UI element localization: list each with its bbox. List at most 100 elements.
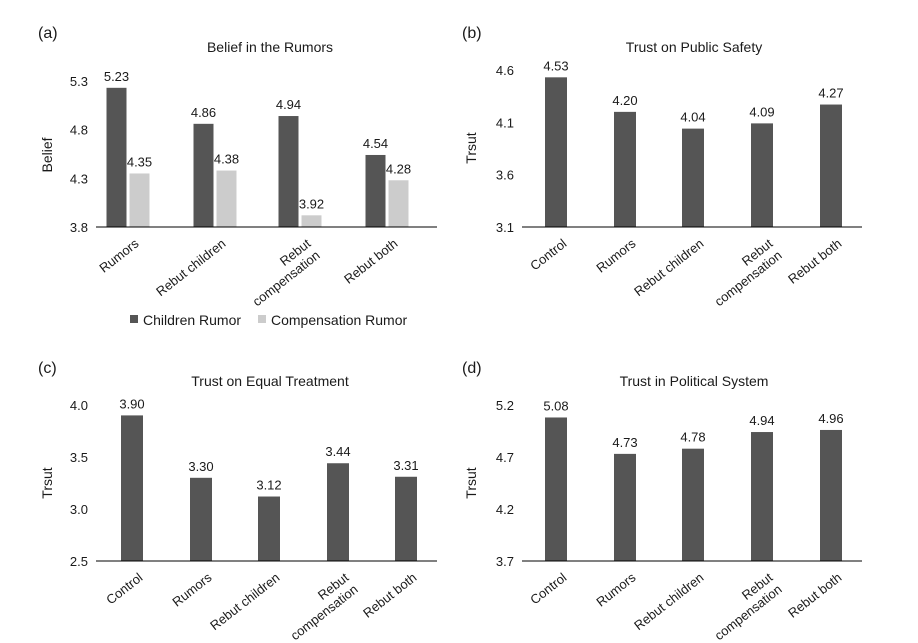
x-tick-label: Rebut both <box>785 570 844 621</box>
bar <box>614 453 636 561</box>
data-label: 3.31 <box>393 458 418 473</box>
y-tick-label: 3.8 <box>70 220 88 235</box>
bar <box>190 477 212 561</box>
x-tick-label: Rumors <box>593 569 638 609</box>
data-label: 3.12 <box>256 478 281 493</box>
chart-panel-a: (a) Belief in the Rumors Belief 3.8 4.3 4.8 5.… <box>38 25 437 328</box>
bar <box>121 415 143 561</box>
data-label: 3.90 <box>119 396 144 411</box>
x-tick-label: Rebut children <box>207 570 282 633</box>
x-tick-line: Rumors <box>593 569 638 609</box>
x-tick-label: Control <box>527 570 569 608</box>
y-axis-label: Belief <box>39 137 55 172</box>
bar <box>301 215 322 227</box>
x-tick-label: Rumors <box>593 235 638 275</box>
data-label: 3.92 <box>299 196 324 211</box>
data-label: 4.28 <box>386 161 411 176</box>
x-tick-line: Rebut children <box>631 236 706 299</box>
x-tick-line: Rumors <box>169 569 214 609</box>
bar <box>278 116 299 227</box>
bar <box>820 429 842 561</box>
legend-label: Children Rumor <box>143 312 241 328</box>
y-axis-label: Trsut <box>463 132 479 163</box>
x-tick-label: Control <box>103 570 145 608</box>
x-tick-label: Rebut children <box>631 236 706 299</box>
bar <box>751 123 773 227</box>
bar <box>682 448 704 561</box>
y-tick-label: 3.5 <box>70 450 88 465</box>
y-tick-label: 3.7 <box>496 554 514 569</box>
y-tick-label: 3.1 <box>496 220 514 235</box>
y-tick-label: 4.1 <box>496 115 514 130</box>
x-tick-line: Control <box>527 236 569 274</box>
data-label: 4.27 <box>818 86 843 101</box>
x-tick-label: Rebut both <box>360 570 419 621</box>
data-label: 4.78 <box>680 430 705 445</box>
y-tick-label: 4.3 <box>70 171 88 186</box>
data-label: 4.96 <box>818 411 843 426</box>
bar <box>751 432 773 561</box>
x-tick-label: Rebut both <box>785 236 844 287</box>
bar <box>388 180 409 227</box>
data-label: 4.09 <box>749 104 774 119</box>
data-label: 4.73 <box>612 435 637 450</box>
y-axis-label: Trsut <box>463 467 479 498</box>
data-label: 4.53 <box>543 58 568 73</box>
data-label: 4.04 <box>680 110 705 125</box>
data-label: 3.44 <box>325 444 350 459</box>
data-label: 4.94 <box>749 413 774 428</box>
x-tick-line: Rebut both <box>785 236 844 287</box>
bar <box>258 496 280 561</box>
bar <box>614 111 636 227</box>
x-tick-line: Rebut children <box>153 236 228 299</box>
x-tick-label: Rebut both <box>341 236 400 287</box>
data-label: 5.08 <box>543 398 568 413</box>
x-tick-label: Rumors <box>169 569 214 609</box>
panel-label: (d) <box>462 360 482 377</box>
data-label: 3.30 <box>188 459 213 474</box>
legend-swatch <box>258 315 266 323</box>
y-tick-label: 4.7 <box>496 450 514 465</box>
y-tick-label: 4.2 <box>496 502 514 517</box>
legend-label: Compensation Rumor <box>271 312 408 328</box>
x-tick-line: Rumors <box>593 235 638 275</box>
chart-title: Trust on Public Safety <box>626 39 762 55</box>
y-tick-label: 4.8 <box>70 123 88 138</box>
y-tick-label: 4.6 <box>496 63 514 78</box>
x-tick-label: Rebutcompensation <box>702 569 785 643</box>
data-label: 4.35 <box>127 154 152 169</box>
x-tick-label: Rebut children <box>631 570 706 633</box>
panel-label: (a) <box>38 25 58 42</box>
bar <box>327 463 349 561</box>
chart-panel-c: (c) Trust on Equal Treatment Trsut 2.5 3.0 3.… <box>38 360 437 643</box>
panel-label: (b) <box>462 25 482 42</box>
bar <box>193 123 214 227</box>
panel-label: (c) <box>38 360 57 377</box>
x-tick-label: Rebutcompensation <box>702 235 785 309</box>
bar <box>106 87 127 228</box>
data-label: 4.94 <box>276 97 301 112</box>
data-label: 4.38 <box>214 152 239 167</box>
x-tick-line: Control <box>527 570 569 608</box>
chart-panel-d: (d) Trust in Political System Trsut 3.7 4.2 4… <box>462 360 862 643</box>
bar <box>545 417 567 561</box>
bar <box>129 173 150 227</box>
data-label: 5.23 <box>104 69 129 84</box>
x-tick-label: Rumors <box>96 235 141 275</box>
data-label: 4.86 <box>191 105 216 120</box>
y-tick-label: 3.6 <box>496 168 514 183</box>
bar <box>682 128 704 227</box>
y-tick-label: 3.0 <box>70 502 88 517</box>
bar <box>545 77 567 228</box>
x-tick-line: Rebut both <box>785 570 844 621</box>
legend-swatch <box>130 315 138 323</box>
x-tick-line: Rumors <box>96 235 141 275</box>
x-tick-label: Rebutcompensation <box>240 235 323 309</box>
chart-title: Trust on Equal Treatment <box>191 373 349 389</box>
x-tick-label: Control <box>527 236 569 274</box>
x-tick-line: Control <box>103 570 145 608</box>
chart-panel-b: (b) Trust on Public Safety Trsut 3.1 3.6 4.1 4… <box>462 25 862 309</box>
x-tick-line: Rebut children <box>207 570 282 633</box>
x-tick-line: Rebut both <box>341 236 400 287</box>
